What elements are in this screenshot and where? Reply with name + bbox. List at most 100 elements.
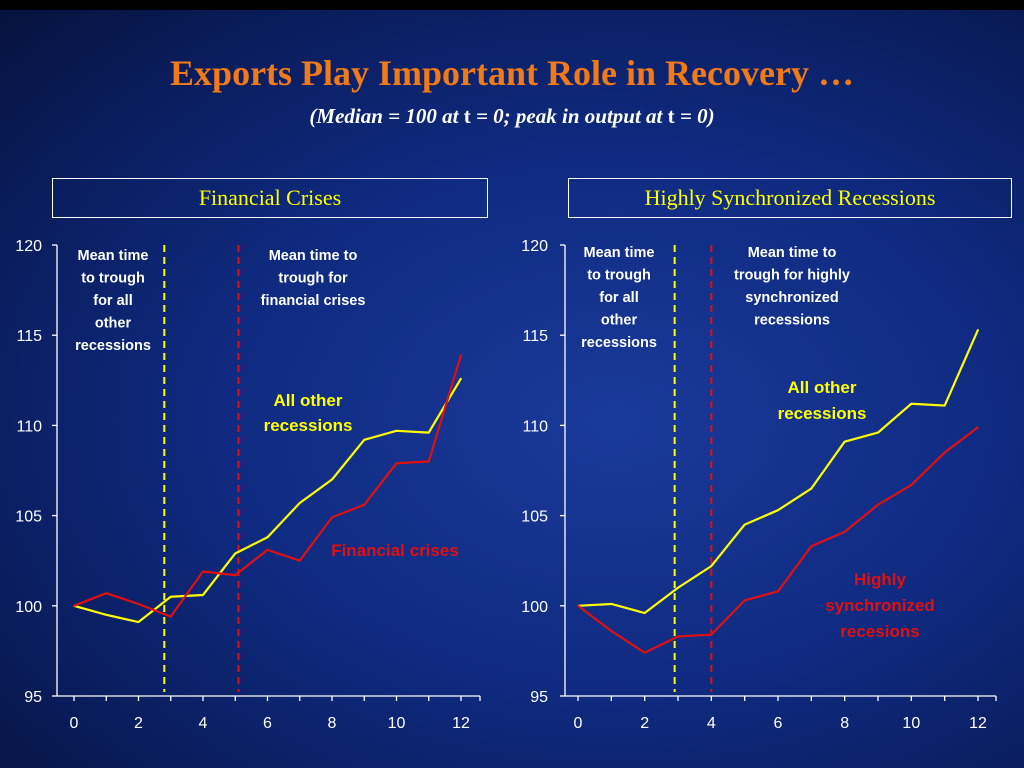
data-point (710, 633, 713, 636)
trough-annotation-line: for all (599, 290, 638, 306)
trough-annotation-line: Mean time to (748, 245, 837, 261)
data-point (943, 451, 946, 454)
top-bar (0, 0, 1024, 10)
data-point (137, 603, 140, 605)
data-point (460, 377, 462, 380)
series-label-line: Financial crises (331, 541, 459, 560)
series-label-line: synchronized (825, 596, 935, 615)
data-point (643, 612, 646, 614)
series-line-all-other-recessions (577, 329, 980, 615)
x-tick-label: 8 (840, 715, 849, 732)
data-point (105, 592, 108, 594)
series-label-line: recesions (840, 622, 919, 641)
y-tick-label: 120 (15, 238, 42, 255)
data-point (202, 570, 204, 573)
subtitle-part-c: = 0) (674, 104, 715, 128)
y-tick-label: 95 (24, 689, 42, 706)
series-label-line: All other (274, 391, 343, 410)
data-point (810, 545, 813, 548)
trough-annotation-line: trough for (278, 271, 348, 287)
data-point (977, 328, 979, 331)
data-point (843, 531, 846, 533)
data-point (105, 614, 108, 616)
data-point (427, 460, 430, 463)
data-point (298, 502, 301, 504)
trough-annotation-line: other (95, 316, 132, 332)
data-point (266, 549, 269, 551)
data-point (331, 478, 333, 481)
data-point (202, 594, 204, 596)
trough-annotation-line: trough for highly (734, 268, 850, 284)
trough-annotation-line: to trough (587, 268, 651, 284)
x-tick-label: 0 (70, 715, 79, 732)
y-tick-label: 110 (522, 418, 548, 435)
trough-annotation-line: recessions (581, 335, 657, 351)
data-point (427, 431, 430, 434)
chart-synchronized-recessions: 95 100 105 110 115 120 0 2 4 6 8 10 12 Mean time to tr… (521, 238, 997, 732)
data-point (943, 404, 946, 407)
data-point (169, 595, 172, 598)
data-point (710, 565, 713, 567)
data-point (743, 599, 746, 602)
data-point (577, 605, 579, 607)
data-point (610, 630, 613, 632)
y-tick-label: 120 (521, 238, 548, 255)
trough-annotation-line: to trough (81, 271, 145, 287)
trough-annotation: Mean time to trough for all other recessions (581, 245, 657, 351)
data-point (977, 426, 979, 429)
data-point (610, 603, 613, 605)
trough-annotation-line: financial crises (261, 293, 366, 309)
data-point (843, 440, 846, 443)
data-point (810, 487, 813, 490)
series-line-comparison (577, 426, 979, 654)
data-point (643, 651, 646, 654)
data-point (677, 635, 679, 638)
x-tick-label: 4 (199, 715, 208, 732)
subtitle-t2: t (667, 104, 675, 128)
x-tick-label: 10 (388, 715, 406, 732)
data-point (910, 484, 913, 486)
chart-financial-crises: 95 100 105 110 115 120 0 2 4 6 8 10 12 Mean time to tr… (15, 238, 481, 732)
series-label: Financial crises (331, 541, 459, 560)
y-tick-label: 115 (522, 328, 548, 345)
data-point (363, 439, 366, 441)
x-tick-label: 12 (452, 715, 470, 732)
trough-annotation-line: synchronized (745, 290, 838, 306)
data-point (298, 559, 301, 562)
x-tick-label: 2 (134, 715, 143, 732)
trough-annotation-line: Mean time (78, 248, 149, 264)
data-point (169, 615, 172, 618)
trough-annotation: Mean time to trough for all other recessions (75, 248, 151, 354)
x-tick-label: 0 (574, 715, 583, 732)
data-point (73, 605, 75, 607)
panel-title-synchronized-recessions: Highly Synchronized Recessions (568, 178, 1012, 218)
series-label: All other recessions (778, 378, 867, 423)
x-tick-label: 12 (969, 715, 987, 732)
y-tick-label: 110 (16, 418, 42, 435)
series-line-comparison (73, 354, 463, 618)
slide-title: Exports Play Important Role in Recovery … (170, 53, 854, 93)
data-point (395, 430, 398, 432)
data-point (460, 354, 462, 356)
data-point (266, 536, 269, 539)
y-tick-label: 95 (530, 689, 548, 706)
trough-annotation-line: recessions (754, 313, 830, 329)
y-tick-label: 100 (15, 599, 42, 616)
trough-annotation-line: for all (93, 293, 132, 309)
trough-annotation: Mean time to trough for highly synchronize… (734, 245, 850, 329)
x-tick-label: 6 (774, 715, 783, 732)
series-label-line: All other (788, 378, 857, 397)
slide-subtitle: (Median = 100 at t = 0; peak in output a… (0, 104, 1024, 129)
data-point (137, 621, 140, 623)
x-tick-label: 10 (902, 715, 920, 732)
data-point (777, 509, 779, 511)
y-tick-label: 105 (521, 509, 548, 526)
series-label-line: recessions (778, 404, 867, 423)
data-point (234, 574, 237, 576)
data-point (234, 552, 237, 555)
data-point (877, 431, 879, 434)
series-label-line: recessions (264, 416, 353, 435)
series-label: Highly synchronized recesions (825, 570, 935, 641)
data-point (395, 462, 398, 465)
